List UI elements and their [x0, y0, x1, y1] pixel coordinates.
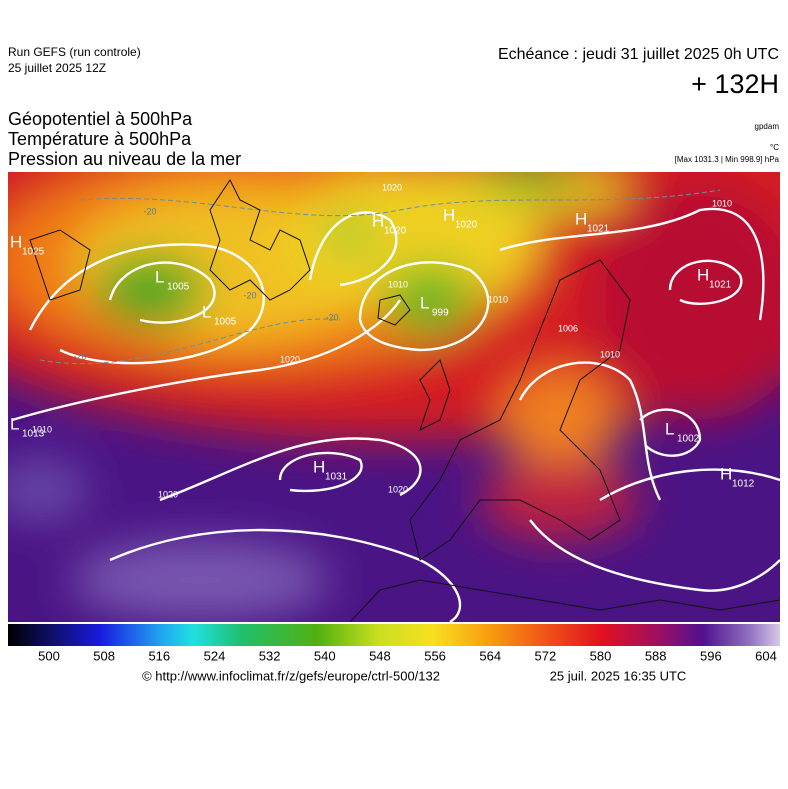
pressure-letter: H: [10, 232, 22, 251]
pressure-value: 1020: [384, 226, 407, 237]
pressure-value: 1021: [587, 224, 610, 235]
contour-label: -20: [325, 312, 338, 322]
unit: °C: [770, 143, 779, 152]
pressure-letter: H: [313, 457, 325, 476]
contour-label: 1010: [712, 198, 732, 208]
contour-label: 1020: [388, 484, 408, 494]
pressure-letter: L: [420, 293, 429, 312]
pressure-letter: H: [720, 464, 732, 483]
colorbar-tick-label: 532: [259, 648, 281, 663]
pressure-letter: H: [697, 265, 709, 284]
echeance: Echéance : jeudi 31 juillet 2025 0h UTC: [498, 46, 779, 63]
colorbar-tick-label: 564: [479, 648, 501, 663]
pressure-letter: L: [202, 302, 211, 321]
footer-url: © http://www.infoclimat.fr/z/gefs/europe…: [142, 668, 440, 683]
colorbar-tick-label: 596: [700, 648, 722, 663]
colorbar-tick-label: 500: [38, 648, 60, 663]
run-date: 25 juillet 2025 12Z: [8, 61, 106, 75]
contour-label: 1020: [382, 182, 402, 192]
colorbar-tick-label: 604: [755, 648, 777, 663]
field: Température à 500hPa: [8, 129, 192, 149]
colorbar-tick-label: 556: [424, 648, 446, 663]
pressure-value: 1025: [22, 247, 45, 258]
contour-label: 1006: [558, 323, 578, 333]
colorbar: [8, 624, 780, 646]
lead-time: + 132H: [691, 69, 779, 99]
pressure-letter: L: [665, 419, 674, 438]
field: Géopotentiel à 500hPa: [8, 109, 193, 129]
pressure-letter: L: [155, 267, 164, 286]
colorbar-tick-label: 580: [590, 648, 612, 663]
footer-time: 25 juil. 2025 16:35 UTC: [550, 668, 687, 683]
contour-label: 1010: [32, 424, 52, 434]
colorbar-tick-label: 572: [535, 648, 557, 663]
pressure-value: 1002: [677, 434, 700, 445]
field: Pression au niveau de la mer: [8, 149, 241, 169]
colorbar-tick-label: 516: [148, 648, 170, 663]
contour-label: -20: [73, 351, 86, 361]
pressure-value: 1005: [214, 317, 237, 328]
map-field: [8, 172, 780, 622]
pressure-letter: H: [443, 205, 455, 224]
colorbar-tick-label: 524: [204, 648, 226, 663]
pressure-value: 1013: [22, 429, 45, 440]
pressure-value: 999: [432, 308, 449, 319]
contour-label: 1010: [488, 294, 508, 304]
pressure-value: 1012: [732, 479, 755, 490]
unit: gpdam: [755, 122, 780, 131]
pressure-letter: L: [10, 414, 19, 433]
unit: [Max 1031.3 | Min 998.9] hPa: [675, 155, 780, 164]
pressure-value: 1021: [709, 280, 732, 291]
colorbar-tick-label: 508: [93, 648, 115, 663]
contour-label: 1020: [158, 489, 178, 499]
colorbar-tick-label: 548: [369, 648, 391, 663]
pressure-value: 1031: [325, 472, 348, 483]
colorbar-tick-label: 588: [645, 648, 667, 663]
pressure-value: 1005: [167, 282, 190, 293]
colorbar-tick-label: 540: [314, 648, 336, 663]
contour-label: -20: [243, 290, 256, 300]
contour-label: 1010: [600, 349, 620, 359]
contour-label: -20: [143, 206, 156, 216]
contour-label: 1010: [388, 279, 408, 289]
pressure-letter: H: [372, 211, 384, 230]
pressure-value: 1020: [455, 220, 478, 231]
contour-label: 1020: [280, 354, 300, 364]
run: Run GEFS (run controle): [8, 45, 141, 59]
pressure-letter: H: [575, 209, 587, 228]
